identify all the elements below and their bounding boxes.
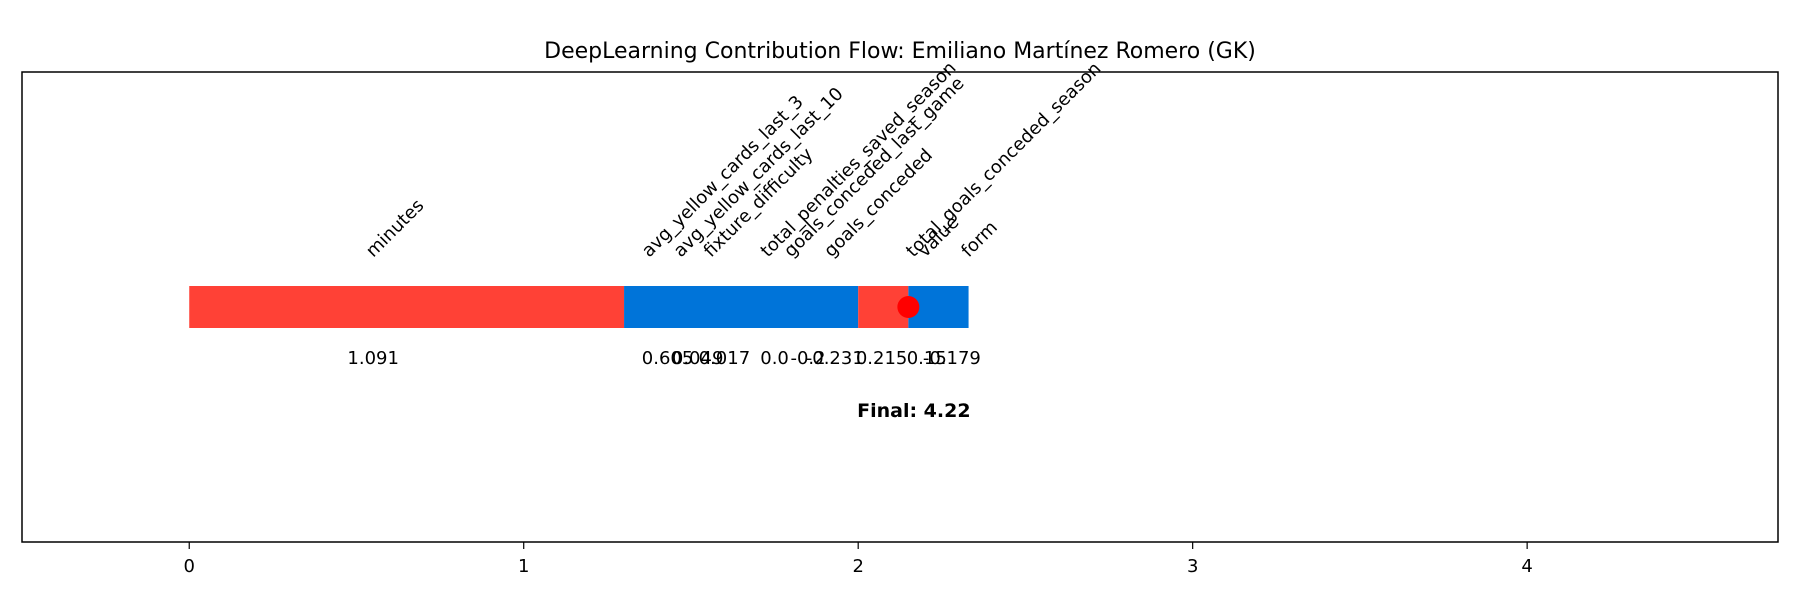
x-tick-label-0: 0: [184, 556, 195, 577]
bar-segment-1: [624, 286, 859, 328]
x-tick-label-2: 2: [852, 556, 863, 577]
final-value-label: Final: 4.22: [857, 400, 970, 422]
value-label-5: -0.2: [790, 348, 825, 369]
chart-title: DeepLearning Contribution Flow: Emiliano…: [544, 39, 1256, 64]
value-label-9: -0.179: [923, 348, 981, 369]
feature-label-0: minutes: [362, 195, 428, 261]
feature-label-9: form: [957, 217, 1002, 262]
x-tick-label-1: 1: [518, 556, 529, 577]
final-marker-point: [897, 296, 920, 318]
feature-labels: minutes avg_yellow_cards_last_3avg_yellow…: [362, 58, 1105, 262]
plot-frame: [21, 71, 1779, 543]
value-label-3: 0.017: [699, 348, 751, 369]
bar-segment-0: [189, 286, 625, 328]
value-label-7: 0.215: [856, 348, 908, 369]
x-tick-label-3: 3: [1187, 556, 1198, 577]
value-label-0: 1.091: [347, 348, 399, 369]
value-label-6: -0.231: [806, 348, 864, 369]
x-axis-ticks: 0 1 2 3 4: [184, 542, 1533, 577]
x-tick-label-4: 4: [1521, 556, 1532, 577]
bar-segments: [189, 286, 969, 328]
value-label-4: 0.0: [760, 348, 789, 369]
value-label-1: 0.605: [642, 348, 694, 369]
value-label-8: 0.15: [907, 348, 947, 369]
value-label-2: 0.049: [672, 348, 724, 369]
